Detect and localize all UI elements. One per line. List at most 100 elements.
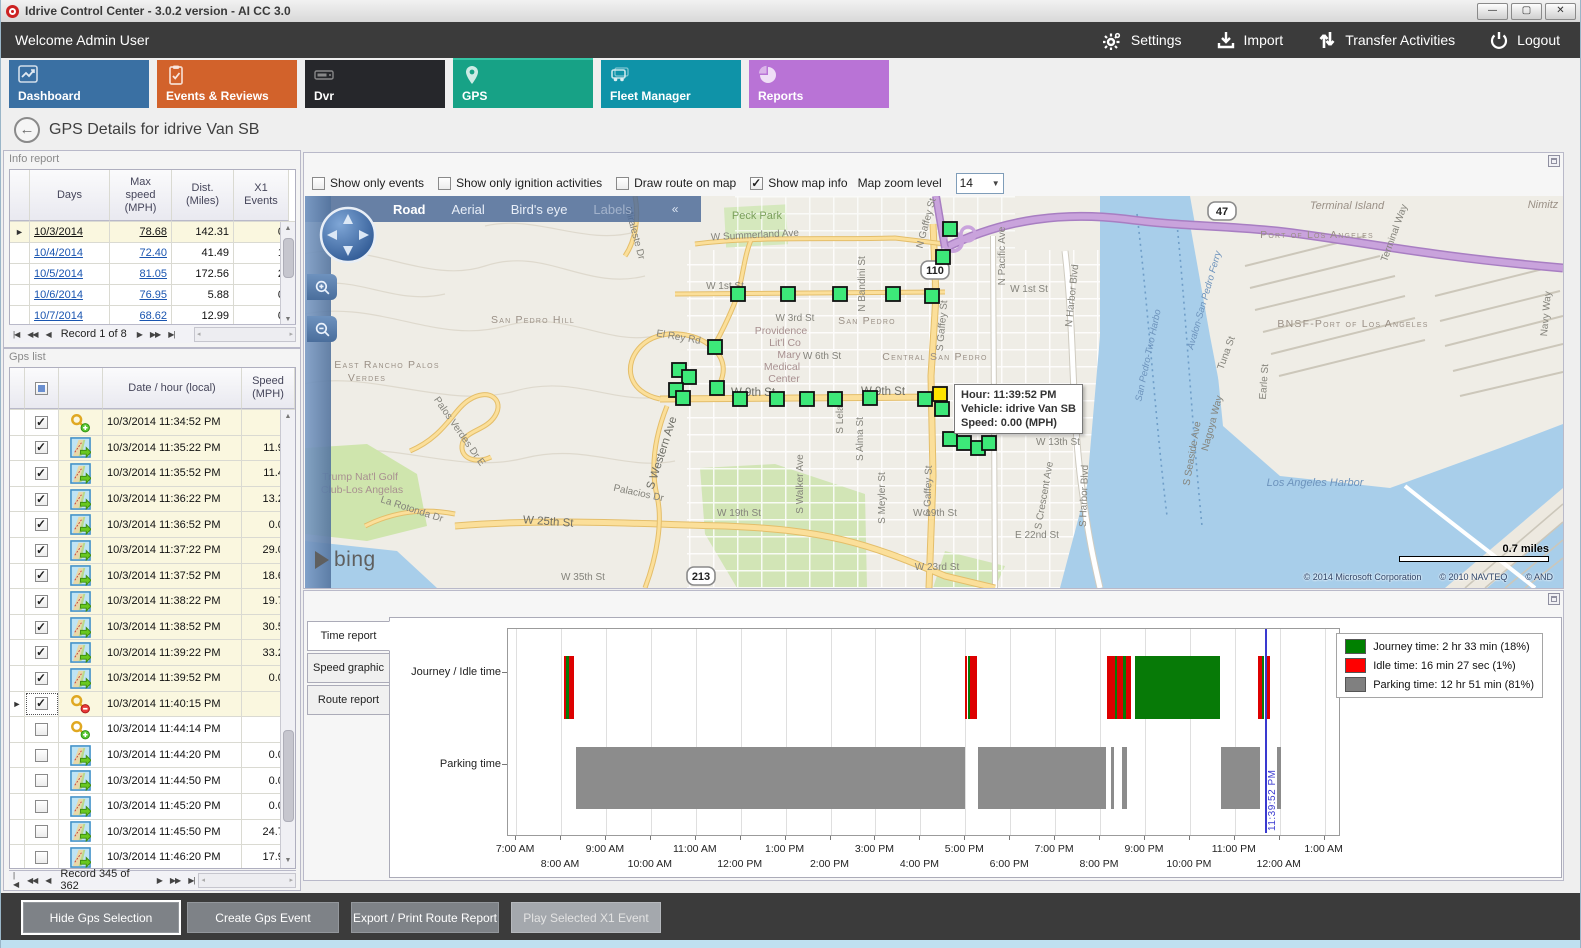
checkbox-cell[interactable] [25, 512, 59, 537]
row-checkbox[interactable] [35, 595, 48, 608]
tab-reports[interactable]: Reports [749, 60, 889, 108]
gps-marker[interactable] [886, 287, 900, 301]
gps-marker[interactable] [770, 392, 784, 406]
info-table-row[interactable]: ►10/3/201478.68142.310 [10, 222, 295, 243]
row-checkbox[interactable] [35, 646, 48, 659]
scroll-thumb[interactable] [283, 238, 294, 278]
gps-table-row[interactable]: 10/3/2014 11:36:52 PM0.00 [10, 512, 295, 538]
gps-marker[interactable] [935, 402, 949, 416]
map-nav-labels[interactable]: Labels [593, 202, 631, 217]
checkbox-cell[interactable] [25, 461, 59, 486]
max-speed-value[interactable]: 81.05 [139, 268, 167, 280]
checkbox-cell[interactable] [25, 564, 59, 589]
checkbox-cell[interactable] [25, 589, 59, 614]
scroll-up-icon[interactable]: ▲ [281, 410, 295, 424]
info-pager-hscrollbar[interactable]: ◂▸ [194, 327, 296, 342]
option-checkbox[interactable] [438, 177, 451, 190]
gps-pager-hscrollbar[interactable]: ◂▸ [198, 873, 296, 888]
checkbox-cell[interactable] [25, 615, 59, 640]
map-nav-aerial[interactable]: Aerial [452, 202, 485, 217]
day-link[interactable]: 10/4/2014 [30, 243, 110, 263]
gps-table-row[interactable]: 10/3/2014 11:45:20 PM0.00 [10, 794, 295, 820]
info-pager-first-button[interactable]: |◀ [9, 330, 23, 339]
tab-events-reviews[interactable]: Events & Reviews [157, 60, 297, 108]
tab-dvr[interactable]: Dvr [305, 60, 445, 108]
tab-fleet-manager[interactable]: Fleet Manager [601, 60, 741, 108]
row-checkbox[interactable] [35, 697, 48, 710]
tab-dashboard[interactable]: Dashboard [9, 60, 149, 108]
checkbox-cell[interactable] [25, 820, 59, 845]
checkbox-cell[interactable] [25, 410, 59, 435]
max-speed-value[interactable]: 76.95 [139, 289, 167, 301]
info-column-header[interactable]: X1 Events [234, 170, 289, 221]
gps-marker[interactable] [943, 222, 957, 236]
max-speed-value[interactable]: 68.62 [139, 310, 167, 322]
row-checkbox[interactable] [35, 467, 48, 480]
map-option-draw-route-on-map[interactable]: Draw route on map [616, 176, 736, 190]
row-checkbox[interactable] [35, 493, 48, 506]
gps-header-speed[interactable]: Speed (MPH) [242, 368, 295, 409]
checkbox-cell[interactable] [25, 768, 59, 793]
gps-table-row[interactable]: ►10/3/2014 11:40:15 PM [10, 692, 295, 718]
maximize-button[interactable]: ▢ [1511, 3, 1542, 20]
select-all-header[interactable] [25, 368, 59, 409]
chart-tab-speed-graphic[interactable]: Speed graphic [307, 653, 390, 683]
footer-button-create-gps-event[interactable]: Create Gps Event [187, 902, 339, 933]
info-pager-prev-page-button[interactable]: ◀◀ [23, 330, 41, 339]
max-speed-link[interactable]: 68.62 [110, 306, 172, 326]
gps-table-row[interactable]: 10/3/2014 11:44:20 PM0.00 [10, 743, 295, 769]
day-value[interactable]: 10/7/2014 [34, 310, 83, 322]
gps-marker[interactable] [828, 392, 842, 406]
info-pager-prev-button[interactable]: ◀ [42, 330, 55, 339]
max-speed-link[interactable]: 81.05 [110, 264, 172, 284]
checkbox-cell[interactable] [25, 487, 59, 512]
gps-marker[interactable] [833, 287, 847, 301]
gps-marker-selected[interactable] [933, 387, 947, 401]
row-checkbox[interactable] [35, 621, 48, 634]
gps-pager-first-button[interactable]: |◀ [9, 871, 23, 889]
gps-marker[interactable] [800, 392, 814, 406]
checkbox-cell[interactable] [25, 692, 59, 717]
close-button[interactable]: ✕ [1545, 3, 1576, 20]
info-column-header[interactable]: Days [30, 170, 110, 221]
max-speed-value[interactable]: 72.40 [139, 247, 167, 259]
day-link[interactable]: 10/7/2014 [30, 306, 110, 326]
day-value[interactable]: 10/4/2014 [34, 247, 83, 259]
gps-marker[interactable] [936, 250, 950, 264]
gps-pager-last-button[interactable]: ▶| [184, 876, 198, 885]
day-value[interactable]: 10/6/2014 [34, 289, 83, 301]
menu-item-settings[interactable]: Settings [1103, 30, 1182, 50]
info-column-header[interactable]: Max speed (MPH) [110, 170, 172, 221]
gps-pager-next-page-button[interactable]: ▶▶ [166, 876, 184, 885]
row-checkbox[interactable] [35, 825, 48, 838]
gps-marker[interactable] [918, 392, 932, 406]
checkbox-cell[interactable] [25, 794, 59, 819]
checkbox-cell[interactable] [25, 640, 59, 665]
info-table-row[interactable]: 10/5/201481.05172.562 [10, 264, 295, 285]
chart-maximize-icon[interactable] [1548, 593, 1560, 605]
day-link[interactable]: 10/6/2014 [30, 285, 110, 305]
footer-button-hide-gps-selection[interactable]: Hide Gps Selection [23, 902, 179, 933]
day-link[interactable]: 10/3/2014 [30, 222, 110, 242]
tab-gps[interactable]: GPS [453, 60, 593, 108]
map-zoom-in-button[interactable] [307, 274, 337, 300]
gps-marker[interactable] [682, 370, 696, 384]
gps-table-row[interactable]: 10/3/2014 11:35:52 PM11.47 [10, 461, 295, 487]
info-pager-next-button[interactable]: ▶ [133, 330, 146, 339]
gps-pager-prev-page-button[interactable]: ◀◀ [23, 876, 41, 885]
gps-marker[interactable] [731, 287, 745, 301]
row-checkbox[interactable] [35, 800, 48, 813]
max-speed-link[interactable]: 72.40 [110, 243, 172, 263]
scroll-down-icon[interactable]: ▼ [281, 854, 295, 868]
gps-table-row[interactable]: 10/3/2014 11:39:22 PM33.21 [10, 640, 295, 666]
day-value[interactable]: 10/5/2014 [34, 268, 83, 280]
gps-table-row[interactable]: 10/3/2014 11:34:52 PM [10, 410, 295, 436]
gps-table-row[interactable]: 10/3/2014 11:44:14 PM [10, 717, 295, 743]
day-value[interactable]: 10/3/2014 [34, 226, 83, 238]
gps-table-row[interactable]: 10/3/2014 11:37:22 PM29.05 [10, 538, 295, 564]
chart-tab-time-report[interactable]: Time report [307, 621, 390, 651]
map-nav-bird-s-eye[interactable]: Bird's eye [511, 202, 568, 217]
max-speed-value[interactable]: 78.68 [139, 226, 167, 238]
scroll-up-icon[interactable]: ▲ [281, 222, 295, 236]
checkbox-cell[interactable] [25, 538, 59, 563]
